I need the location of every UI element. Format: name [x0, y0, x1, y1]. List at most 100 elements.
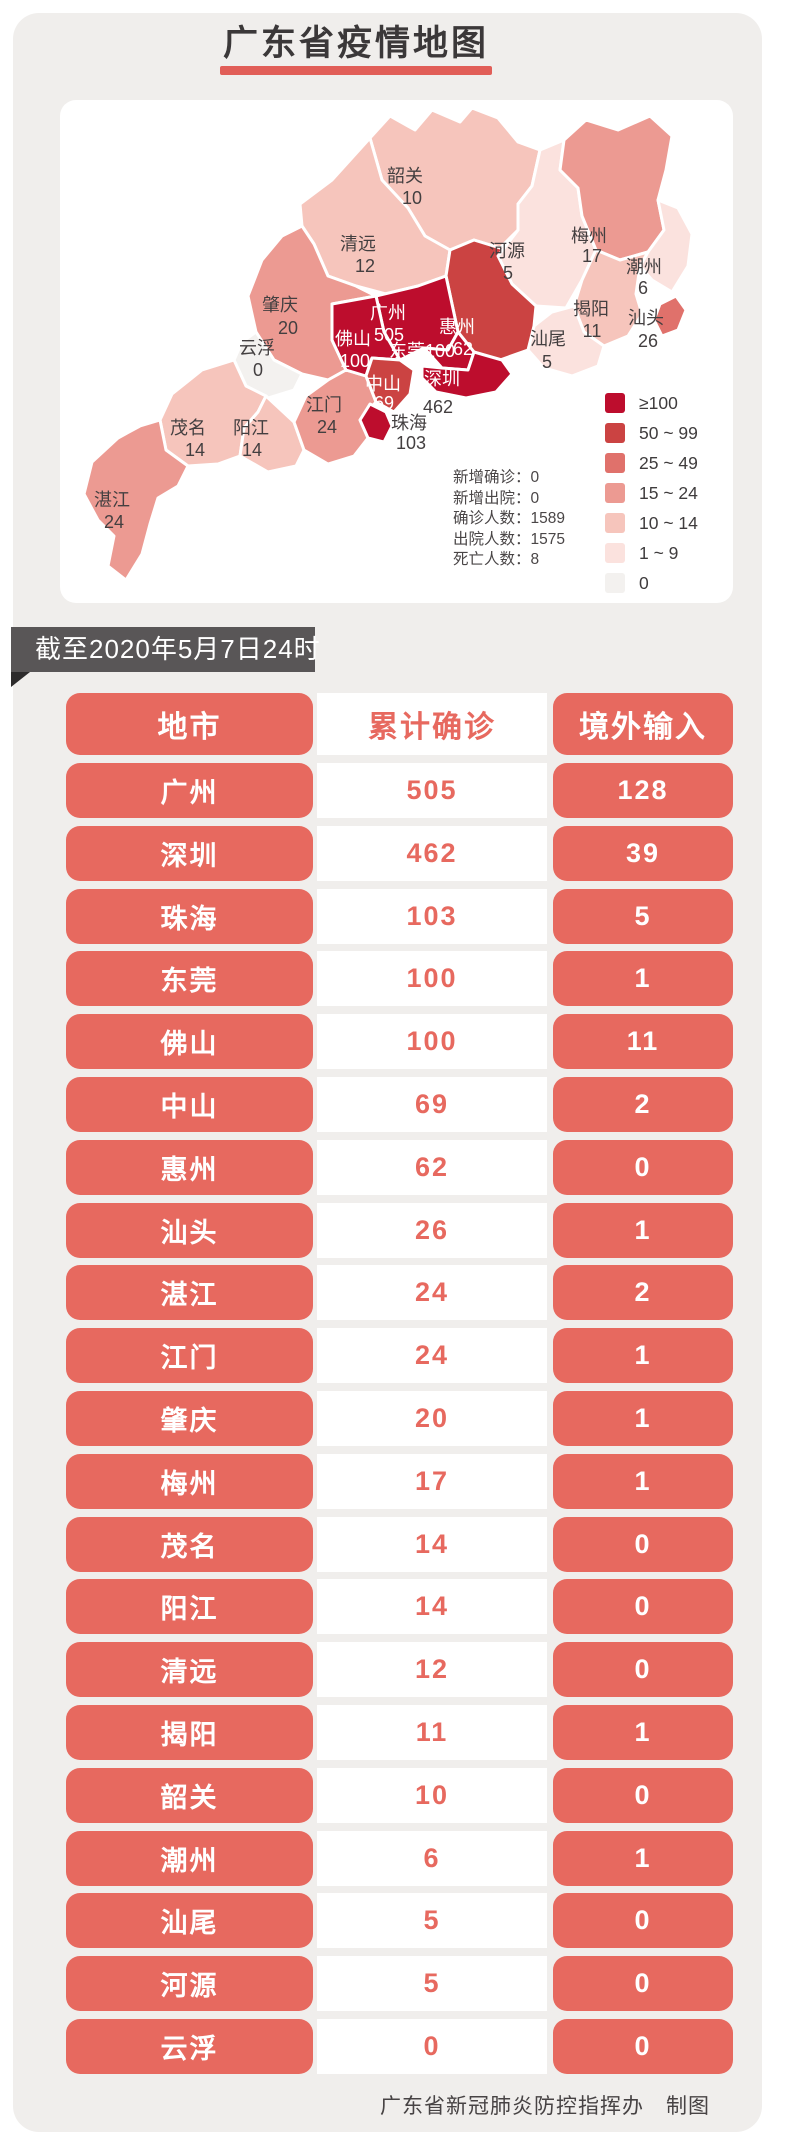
map-label-shaoguan: 韶关 [387, 166, 423, 186]
map-value-huizhou: 62 [453, 339, 473, 359]
table-row: 深圳 462 39 [66, 825, 733, 881]
table-row: 湛江 24 2 [66, 1265, 733, 1321]
map-value-chaozhou: 6 [638, 278, 648, 298]
map-value-shantou: 26 [638, 331, 658, 351]
imported-cell: 0 [553, 1516, 733, 1572]
imported-cell: 0 [553, 1956, 733, 2012]
imported-cell: 1 [553, 1705, 733, 1760]
city-cell: 汕头 [66, 1202, 313, 1258]
map-label-shanwei: 汕尾 [530, 329, 566, 349]
map-value-heyuan: 5 [503, 263, 513, 283]
stat-label: 新增确诊 [453, 469, 516, 486]
table-row: 汕头 26 1 [66, 1202, 733, 1258]
table-row: 清远 12 0 [66, 1642, 733, 1698]
imported-cell: 1 [553, 1391, 733, 1446]
legend-swatch [605, 453, 625, 473]
city-cell: 河源 [66, 1956, 313, 2012]
legend-item: 50 ~ 99 [605, 418, 725, 448]
stat-label: 新增出院 [453, 489, 516, 507]
map-value-foshan: 100 [340, 351, 370, 371]
city-cell: 茂名 [66, 1516, 313, 1572]
header-cell-city: 地市 [66, 693, 313, 755]
stat-separator: ： [515, 489, 531, 507]
table-row: 云浮 0 0 [66, 2019, 733, 2074]
map-label-huizhou: 惠州 [439, 317, 475, 337]
imported-cell: 1 [553, 1202, 733, 1258]
stat-separator: ： [515, 551, 531, 569]
table-row: 中山 69 2 [66, 1077, 733, 1132]
guangdong-map: 韶关10清远12河源5梅州17潮州6揭阳11汕尾5肇庆20云浮0茂名14阳江14… [82, 108, 694, 582]
map-region-zhongshan [364, 356, 416, 414]
legend-range-label: 25 ~ 49 [639, 452, 698, 473]
stat-line: 新增确诊：0 [453, 468, 623, 489]
legend-item: 0 [605, 568, 725, 598]
map-region-shantou [652, 294, 688, 338]
legend-item: 15 ~ 24 [605, 478, 725, 508]
city-cell: 湛江 [66, 1265, 313, 1321]
confirmed-cell: 100 [317, 951, 547, 1007]
table-row: 佛山 100 11 [66, 1014, 733, 1070]
map-label-jieyang: 揭阳 [573, 299, 609, 319]
city-cell: 韶关 [66, 1767, 313, 1823]
city-cell: 肇庆 [66, 1391, 313, 1446]
imported-cell: 0 [553, 1767, 733, 1823]
stat-separator: ： [515, 510, 531, 528]
city-cell: 汕尾 [66, 1893, 313, 1949]
map-value-zhongshan: 69 [374, 393, 394, 413]
confirmed-cell: 5 [317, 1893, 547, 1949]
city-cell: 惠州 [66, 1139, 313, 1195]
stat-separator: ： [515, 469, 531, 486]
legend-swatch [605, 483, 625, 503]
stat-separator: ： [515, 530, 531, 548]
map-legend: ≥100 50 ~ 99 25 ~ 49 15 ~ 24 [605, 388, 725, 598]
map-value-qingyuan: 12 [355, 256, 375, 276]
table-row: 肇庆 20 1 [66, 1391, 733, 1446]
table-row: 汕尾 5 0 [66, 1893, 733, 1949]
stat-value: 0 [530, 469, 540, 486]
legend-range-label: ≥100 [639, 392, 678, 413]
map-label-qingyuan: 清远 [340, 234, 376, 254]
imported-cell: 128 [553, 763, 733, 818]
table-header-row: 地市 累计确诊 境外输入 [66, 693, 733, 755]
table-row: 江门 24 1 [66, 1328, 733, 1384]
map-label-yunfu: 云浮 [239, 338, 275, 358]
imported-cell: 0 [553, 1579, 733, 1635]
table-row: 东莞 100 1 [66, 951, 733, 1007]
imported-cell: 2 [553, 1077, 733, 1132]
legend-item: 25 ~ 49 [605, 448, 725, 478]
confirmed-cell: 12 [317, 1642, 547, 1698]
city-cell: 潮州 [66, 1830, 313, 1886]
asof-banner-text: 截至2020年5月7日24时 [35, 634, 321, 664]
map-value-shenzhen: 462 [423, 397, 453, 417]
page-title: 广东省疫情地图 [222, 24, 489, 63]
stat-label: 出院人数 [453, 530, 516, 548]
confirmed-cell: 6 [317, 1830, 547, 1886]
imported-cell: 5 [553, 888, 733, 944]
map-value-maoming: 14 [185, 440, 205, 460]
table-row: 揭阳 11 1 [66, 1705, 733, 1760]
map-value-jiangmen: 24 [317, 417, 337, 437]
city-cell: 中山 [66, 1077, 313, 1132]
map-label-maoming: 茂名 [170, 418, 206, 438]
imported-cell: 2 [553, 1265, 733, 1321]
map-value-jieyang: 11 [583, 321, 602, 341]
legend-item: ≥100 [605, 388, 725, 418]
map-stats: 新增确诊：0 新增出院：0 确诊人数：1589 出院人数：1575 死亡人数：8 [453, 468, 623, 571]
map-value-zhanjiang: 24 [104, 512, 124, 532]
map-value-yunfu: 0 [253, 360, 263, 380]
legend-range-label: 0 [639, 572, 649, 593]
map-label-chaozhou: 潮州 [626, 257, 662, 277]
map-value-yangjiang: 14 [242, 440, 262, 460]
map-label-zhanjiang: 湛江 [94, 490, 130, 510]
map-label-shenzhen: 深圳 [424, 369, 460, 389]
legend-swatch [605, 543, 625, 563]
map-label-jiangmen: 江门 [306, 395, 342, 415]
city-table: 地市 累计确诊 境外输入 广州 505 128 深圳 462 39 珠海 103 5 东莞 100 1 佛山 1… [66, 693, 733, 2078]
legend-range-label: 50 ~ 99 [639, 422, 698, 443]
map-label-heyuan: 河源 [489, 241, 525, 261]
imported-cell: 0 [553, 1642, 733, 1698]
map-label-yangjiang: 阳江 [233, 418, 269, 438]
stat-line: 新增出院：0 [453, 489, 623, 510]
confirmed-cell: 24 [317, 1328, 547, 1384]
